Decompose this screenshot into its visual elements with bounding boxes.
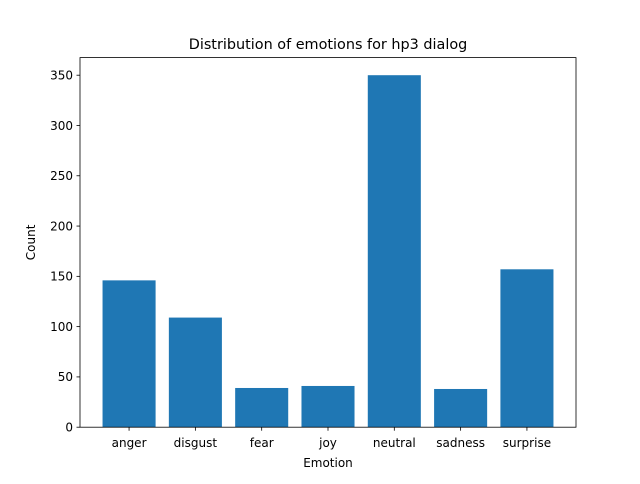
chart-title: Distribution of emotions for hp3 dialog <box>189 37 468 53</box>
bar-anger <box>102 280 156 428</box>
x-tick-label: neutral <box>373 436 416 450</box>
y-tick-label: 0 <box>65 421 73 435</box>
bar-disgust <box>168 317 222 428</box>
y-tick-label: 100 <box>50 320 73 334</box>
y-tick-label: 350 <box>50 69 73 83</box>
y-tick-label: 300 <box>50 119 73 133</box>
x-tick-label: anger <box>112 436 147 450</box>
y-tick-label: 150 <box>50 270 73 284</box>
x-axis: anger disgust fear joy neutral sadness surpris… <box>112 427 551 450</box>
y-tick-label: 200 <box>50 219 73 233</box>
x-tick-label: sadness <box>436 436 485 450</box>
x-tick-label: joy <box>318 436 337 450</box>
bar-sadness <box>434 388 488 428</box>
bar-fear <box>235 387 289 428</box>
plot-frame <box>79 57 577 428</box>
bar-neutral <box>367 75 421 428</box>
y-tick-label: 250 <box>50 169 73 183</box>
bar-surprise <box>500 269 554 428</box>
y-axis: 0 50 100 150 200 250 300 350 <box>50 69 80 435</box>
bars-layer <box>102 75 554 428</box>
y-axis-label: Count <box>24 224 38 260</box>
bar-joy <box>301 385 355 428</box>
x-tick-label: fear <box>250 436 274 450</box>
x-tick-label: disgust <box>174 436 218 450</box>
y-tick-label: 50 <box>58 370 73 384</box>
x-axis-label: Emotion <box>303 456 353 470</box>
x-tick-label: surprise <box>503 436 551 450</box>
